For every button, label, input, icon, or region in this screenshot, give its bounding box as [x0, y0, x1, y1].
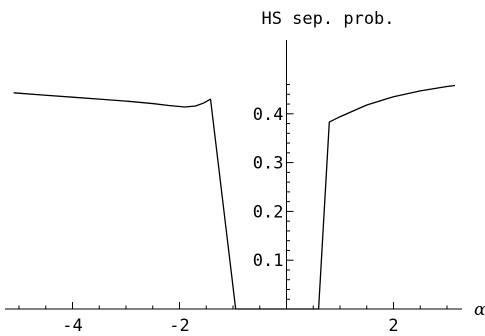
x-axis-label: α	[474, 300, 485, 320]
series-line	[13, 84, 456, 310]
y-tick-label: 0.2	[253, 202, 284, 222]
y-tick-label: 0.3	[253, 154, 284, 174]
x-tick-label: 2	[388, 316, 398, 336]
x-ticks: -4 -2 2	[18, 302, 448, 336]
y-tick-label: 0.1	[253, 251, 284, 271]
x-tick-label: -2	[169, 316, 189, 336]
chart-title: HS sep. prob.	[261, 9, 394, 29]
y-tick-label: 0.4	[253, 105, 284, 125]
y-ticks: 0.1 0.2 0.3 0.4	[253, 84, 294, 300]
x-tick-label: -4	[62, 316, 82, 336]
